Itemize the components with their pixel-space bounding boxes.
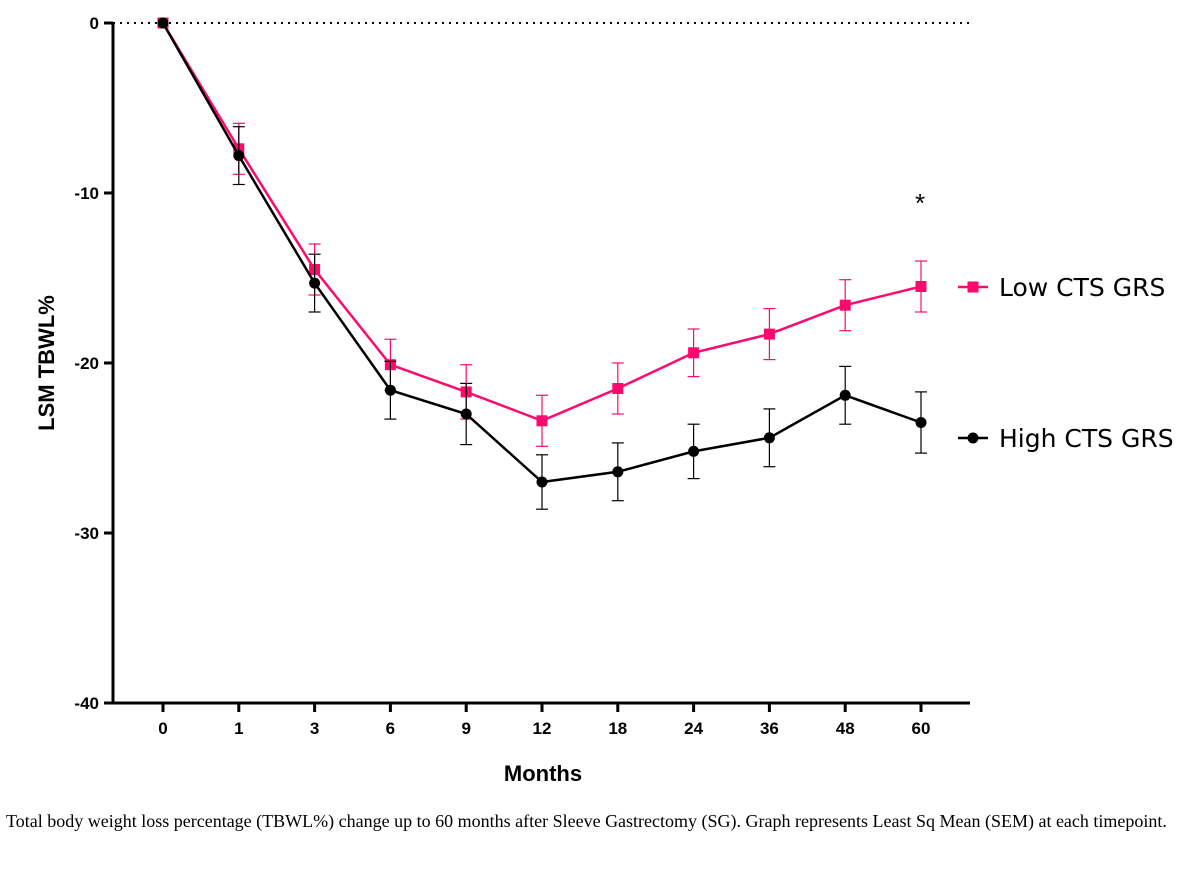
- x-tick-label: 18: [608, 719, 627, 738]
- y-tick-label: 0: [90, 14, 99, 33]
- x-tick-label: 0: [158, 719, 167, 738]
- y-axis-title: LSM TBWL%: [34, 295, 59, 431]
- series-high-cts-grs: [157, 17, 927, 510]
- x-tick-label: 9: [461, 719, 470, 738]
- y-tick-label: -10: [74, 184, 99, 203]
- y-tick-label: -40: [74, 694, 99, 713]
- data-point: [915, 417, 927, 428]
- legend-label: Low CTS GRS: [999, 273, 1165, 302]
- data-point: [612, 383, 624, 394]
- data-point: [839, 389, 851, 401]
- data-point: [536, 476, 548, 488]
- x-tick-label: 1: [234, 719, 243, 738]
- x-tick-label: 60: [912, 719, 931, 738]
- x-tick-label: 3: [310, 719, 319, 738]
- legend: Low CTS GRS High CTS GRS: [958, 273, 1174, 453]
- data-point: [233, 150, 245, 162]
- data-point: [763, 432, 775, 444]
- data-point: [460, 408, 472, 420]
- data-point: [915, 281, 927, 292]
- x-tick-label: 48: [836, 719, 855, 738]
- data-point: [536, 415, 548, 427]
- legend-marker: [967, 281, 979, 293]
- significance-annotation: *: [915, 188, 925, 218]
- data-point: [839, 299, 851, 311]
- data-point: [157, 17, 169, 29]
- y-tick-label: -30: [74, 524, 99, 543]
- x-tick-label: 24: [684, 719, 703, 738]
- legend-item: High CTS GRS: [958, 424, 1174, 453]
- x-axis-title: Months: [504, 761, 582, 786]
- tbwl-line-chart: 0-10-20-30-400 1 3 6 9 12 18 24 36 48 60 * Low CTS…: [34, 14, 1174, 786]
- legend-item: Low CTS GRS: [958, 273, 1165, 302]
- axes: 0-10-20-30-400 1 3 6 9 12 18 24 36 48 60: [74, 14, 970, 738]
- data-point: [309, 277, 321, 289]
- data-point: [688, 347, 700, 359]
- data-point: [384, 384, 396, 396]
- figure-caption: Total body weight loss percentage (TBWL%…: [6, 811, 1167, 831]
- data-point: [612, 466, 624, 478]
- series-low-cts-grs: [157, 17, 927, 447]
- series-line: [161, 22, 922, 423]
- legend-marker: [967, 432, 979, 444]
- data-point: [688, 445, 700, 457]
- y-tick-label: -20: [74, 354, 99, 373]
- x-tick-label: 12: [533, 719, 552, 738]
- x-tick-label: 36: [760, 719, 779, 738]
- series-layer: *: [157, 17, 927, 510]
- data-point: [763, 328, 775, 340]
- legend-label: High CTS GRS: [999, 424, 1174, 453]
- x-tick-label: 6: [386, 719, 395, 738]
